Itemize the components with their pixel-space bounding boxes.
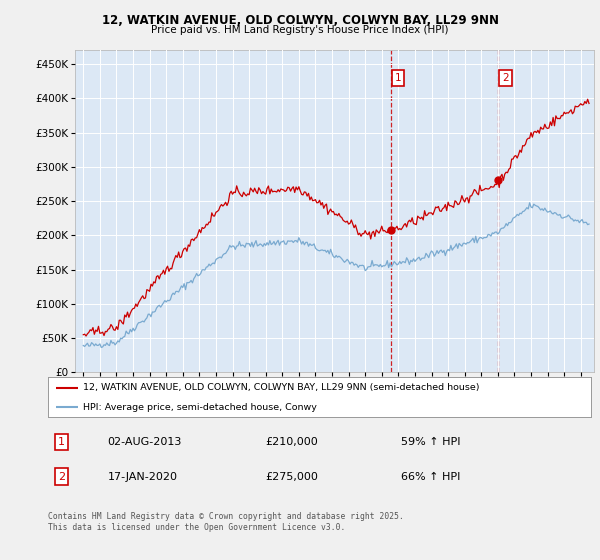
Text: 12, WATKIN AVENUE, OLD COLWYN, COLWYN BAY, LL29 9NN (semi-detached house): 12, WATKIN AVENUE, OLD COLWYN, COLWYN BA… [83, 383, 480, 392]
Text: 59% ↑ HPI: 59% ↑ HPI [401, 437, 460, 447]
Text: 2: 2 [58, 472, 65, 482]
Text: 2: 2 [502, 73, 508, 83]
Text: 1: 1 [395, 73, 401, 83]
Text: HPI: Average price, semi-detached house, Conwy: HPI: Average price, semi-detached house,… [83, 403, 317, 412]
Text: 66% ↑ HPI: 66% ↑ HPI [401, 472, 460, 482]
Text: £210,000: £210,000 [265, 437, 318, 447]
Text: 02-AUG-2013: 02-AUG-2013 [108, 437, 182, 447]
Text: 17-JAN-2020: 17-JAN-2020 [108, 472, 178, 482]
Text: 12, WATKIN AVENUE, OLD COLWYN, COLWYN BAY, LL29 9NN: 12, WATKIN AVENUE, OLD COLWYN, COLWYN BA… [101, 14, 499, 27]
Text: 1: 1 [58, 437, 65, 447]
Text: Contains HM Land Registry data © Crown copyright and database right 2025.
This d: Contains HM Land Registry data © Crown c… [48, 512, 404, 532]
Text: Price paid vs. HM Land Registry's House Price Index (HPI): Price paid vs. HM Land Registry's House … [151, 25, 449, 35]
Text: £275,000: £275,000 [265, 472, 318, 482]
